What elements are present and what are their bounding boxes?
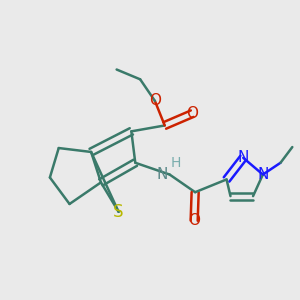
Text: O: O	[149, 93, 161, 108]
Text: O: O	[188, 213, 200, 228]
Text: O: O	[186, 106, 198, 121]
Text: H: H	[171, 156, 181, 170]
Text: N: N	[157, 167, 168, 182]
Text: N: N	[257, 167, 269, 182]
Text: N: N	[238, 150, 249, 165]
Text: S: S	[113, 203, 124, 221]
